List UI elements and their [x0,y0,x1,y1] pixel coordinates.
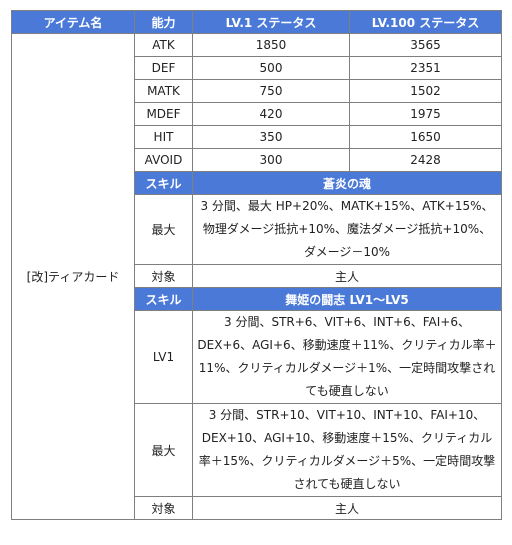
stat-lv1-value: 420 [192,102,350,126]
skill2-header-row: スキル 舞姫の闘志 LV1～LV5 [12,287,502,311]
skill2-max-label: 最大 [134,403,193,497]
skill2-lv1-label: LV1 [134,310,193,404]
skill1-target-value: 主人 [192,264,502,288]
skill2-name: 舞姫の闘志 LV1～LV5 [192,287,502,311]
stat-row-atk: [改]ティアカード ATK 1850 3565 [11,33,502,520]
skill2-lv1-row: LV1 3 分間、STR+6、VIT+6、INT+6、FAI+6、DEX+6、A… [12,310,502,404]
stat-row-avoid: AVOID 300 2428 [12,148,502,172]
header-item-name: アイテム名 [11,10,135,34]
stat-lv100-value: 1502 [349,79,502,103]
header-ability: 能力 [134,10,193,34]
skill2-max-text: 3 分間、STR+10、VIT+10、INT+10、FAI+10、DEX+10、… [192,403,502,497]
stat-lv1-value: 350 [192,125,350,149]
stat-row-hit: HIT 350 1650 [12,125,502,149]
skill1-target-row: 対象 主人 [12,264,502,288]
stat-lv1-value: 1850 [192,33,350,57]
stat-label: DEF [134,56,193,80]
header-row: アイテム名 能力 LV.1 ステータス LV.100 ステータス [11,10,502,34]
stat-lv100-value: 2428 [349,148,502,172]
stat-lv100-value: 3565 [349,33,502,57]
stat-label: HIT [134,125,193,149]
item-name-cell: [改]ティアカード [11,33,135,520]
skill2-max-row: 最大 3 分間、STR+10、VIT+10、INT+10、FAI+10、DEX+… [12,403,502,497]
skill2-target-label: 対象 [134,496,193,520]
stat-lv1-value: 500 [192,56,350,80]
stat-lv100-value: 1650 [349,125,502,149]
item-status-table: アイテム名 能力 LV.1 ステータス LV.100 ステータス [改]ティアカ… [11,10,502,520]
stat-row-matk: MATK 750 1502 [12,79,502,103]
header-lv100-status: LV.100 ステータス [349,10,502,34]
skill2-target-row: 対象 主人 [12,496,502,520]
skill1-max-label: 最大 [134,194,193,265]
skill2-lv1-text: 3 分間、STR+6、VIT+6、INT+6、FAI+6、DEX+6、AGI+6… [192,310,502,404]
header-lv1-status: LV.1 ステータス [192,10,350,34]
stat-lv1-value: 300 [192,148,350,172]
stat-label: AVOID [134,148,193,172]
skill1-max-text: 3 分間、最大 HP+20%、MATK+15%、ATK+15%、物理ダメージ抵抗… [192,194,502,265]
stat-label: ATK [134,33,193,57]
skill1-label: スキル [134,171,193,195]
skill1-target-label: 対象 [134,264,193,288]
stat-lv100-value: 2351 [349,56,502,80]
skill1-max-row: 最大 3 分間、最大 HP+20%、MATK+15%、ATK+15%、物理ダメー… [12,194,502,265]
stat-lv100-value: 1975 [349,102,502,126]
skill1-name: 蒼炎の魂 [192,171,502,195]
stat-row-def: DEF 500 2351 [12,56,502,80]
skill2-label: スキル [134,287,193,311]
stat-label: MDEF [134,102,193,126]
stat-lv1-value: 750 [192,79,350,103]
stat-row-mdef: MDEF 420 1975 [12,102,502,126]
skill1-header-row: スキル 蒼炎の魂 [12,171,502,195]
stat-label: MATK [134,79,193,103]
skill2-target-value: 主人 [192,496,502,520]
